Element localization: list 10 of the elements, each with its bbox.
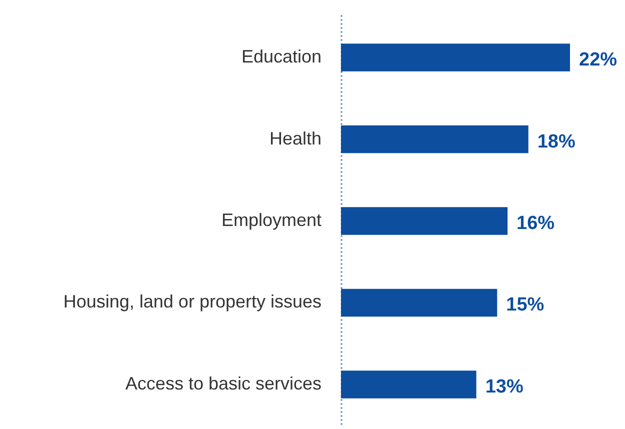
data-label: 22%	[579, 50, 618, 71]
y-tick-label: Housing, land or property issues	[63, 292, 322, 312]
y-tick-label: Education	[241, 46, 322, 67]
y-tick-label: Access to basic services	[125, 373, 322, 394]
data-label: 15%	[506, 294, 544, 316]
y-tick-label: Employment	[221, 210, 322, 230]
y-tick-label: Health	[269, 128, 322, 148]
data-label: 18%	[537, 131, 576, 152]
data-label: 16%	[516, 213, 555, 234]
data-label: 13%	[485, 376, 524, 398]
